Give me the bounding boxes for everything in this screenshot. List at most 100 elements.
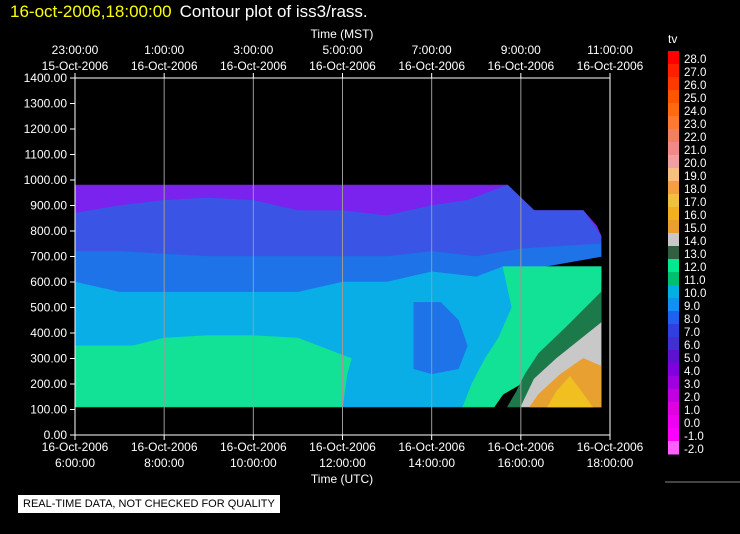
x-tick-label-top-time-1: 1:00:00 — [144, 43, 184, 57]
x-tick-label-top-time-0: 23:00:00 — [52, 43, 99, 57]
legend-swatch-10 — [668, 181, 679, 195]
x-tick-label-top-time-2: 3:00:00 — [233, 43, 273, 57]
x-tick-label-bottom-date-4: 16-Oct-2006 — [398, 440, 465, 454]
legend-swatch-11 — [668, 194, 679, 208]
x-axis-label-bottom: Time (UTC) — [311, 472, 373, 486]
legend-swatch-27 — [668, 402, 679, 416]
legend-swatch-8 — [668, 155, 679, 169]
x-tick-label-top-date-4: 16-Oct-2006 — [398, 59, 465, 73]
x-tick-label-bottom-time-4: 14:00:00 — [408, 456, 455, 470]
legend-label-27: 1.0 — [684, 405, 700, 417]
legend-swatch-24 — [668, 363, 679, 377]
legend-label-22: 6.0 — [684, 340, 700, 352]
y-tick-label-14: 0.00 — [44, 428, 68, 442]
legend-swatch-22 — [668, 337, 679, 351]
legend-label-12: 16.0 — [684, 210, 706, 222]
legend-swatch-18 — [668, 285, 679, 299]
legend-label-15: 13.0 — [684, 249, 706, 261]
legend-swatch-15 — [668, 246, 679, 260]
legend-label-28: 0.0 — [684, 418, 700, 430]
x-tick-label-bottom-date-6: 16-Oct-2006 — [577, 440, 644, 454]
legend-label-26: 2.0 — [684, 392, 700, 404]
legend-swatch-7 — [668, 142, 679, 156]
color-legend: 28.027.026.025.024.023.022.021.020.019.0… — [668, 51, 706, 456]
legend-swatch-12 — [668, 207, 679, 221]
legend-swatch-13 — [668, 220, 679, 234]
x-tick-label-top-date-3: 16-Oct-2006 — [309, 59, 376, 73]
x-tick-label-bottom-date-5: 16-Oct-2006 — [487, 440, 554, 454]
x-tick-label-top-date-0: 15-Oct-2006 — [42, 59, 109, 73]
legend-label-18: 10.0 — [684, 288, 706, 300]
y-tick-label-9: 500.00 — [30, 301, 67, 315]
y-tick-label-3: 1100.00 — [25, 148, 68, 162]
y-tick-label-10: 400.00 — [30, 326, 67, 340]
legend-label-3: 25.0 — [684, 93, 706, 105]
legend-label-13: 15.0 — [684, 223, 706, 235]
contour-regions — [74, 184, 602, 408]
legend-swatch-2 — [668, 77, 679, 91]
legend-label-20: 8.0 — [684, 314, 700, 326]
legend-swatch-19 — [668, 298, 679, 312]
legend-label-16: 12.0 — [684, 262, 706, 274]
legend-label-19: 9.0 — [684, 301, 700, 313]
legend-label-0: 28.0 — [684, 54, 706, 66]
legend-label-9: 19.0 — [684, 171, 706, 183]
legend-label-5: 23.0 — [684, 119, 706, 131]
y-tick-label-12: 200.00 — [30, 377, 67, 391]
legend-label-25: 3.0 — [684, 379, 700, 391]
legend-swatch-1 — [668, 64, 679, 78]
legend-label-14: 14.0 — [684, 236, 706, 248]
legend-swatch-4 — [668, 103, 679, 117]
title-text: Contour plot of iss3/rass. — [179, 2, 368, 21]
legend-swatch-5 — [668, 116, 679, 130]
x-tick-label-top-date-1: 16-Oct-2006 — [131, 59, 198, 73]
legend-swatch-28 — [668, 415, 679, 429]
title-datetime: 16-oct-2006,18:00:00 — [10, 2, 172, 21]
legend-swatch-21 — [668, 324, 679, 338]
x-tick-label-top-time-3: 5:00:00 — [322, 43, 362, 57]
legend-swatch-16 — [668, 259, 679, 273]
y-tick-label-5: 900.00 — [30, 199, 67, 213]
x-tick-label-bottom-time-3: 12:00:00 — [319, 456, 366, 470]
legend-swatch-29 — [668, 428, 679, 442]
x-tick-label-bottom-time-0: 6:00:00 — [55, 456, 95, 470]
x-tick-label-bottom-date-1: 16-Oct-2006 — [131, 440, 198, 454]
x-axis-label-top: Time (MST) — [311, 27, 374, 41]
axes: 16-Oct-2006 6:00:00 16-Oct-2006 8:00:00 16-O… — [24, 43, 644, 470]
y-tick-label-6: 800.00 — [30, 224, 67, 238]
chart-title: 16-oct-2006,18:00:00 Contour plot of iss3… — [10, 2, 368, 22]
legend-variable-label: tv — [668, 32, 677, 46]
y-tick-label-7: 700.00 — [30, 250, 67, 264]
legend-swatch-3 — [668, 90, 679, 104]
legend-label-1: 27.0 — [684, 67, 706, 79]
x-tick-label-top-date-5: 16-Oct-2006 — [487, 59, 554, 73]
legend-swatch-26 — [668, 389, 679, 403]
x-tick-label-top-date-2: 16-Oct-2006 — [220, 59, 287, 73]
y-tick-label-1: 1300.00 — [24, 97, 68, 111]
legend-label-17: 11.0 — [684, 275, 706, 287]
legend-swatch-17 — [668, 272, 679, 286]
legend-label-11: 17.0 — [684, 197, 706, 209]
contour-region-4 — [413, 302, 468, 375]
x-tick-label-top-time-6: 11:00:00 — [587, 43, 633, 57]
x-tick-label-bottom-date-2: 16-Oct-2006 — [220, 440, 287, 454]
x-tick-label-bottom-date-0: 16-Oct-2006 — [42, 440, 109, 454]
legend-label-10: 18.0 — [684, 184, 706, 196]
x-tick-label-bottom-time-2: 10:00:00 — [230, 456, 277, 470]
legend-label-6: 22.0 — [684, 132, 706, 144]
legend-swatch-14 — [668, 233, 679, 247]
legend-swatch-0 — [668, 51, 679, 65]
x-tick-label-top-time-4: 7:00:00 — [412, 43, 452, 57]
legend-swatch-30 — [668, 441, 679, 455]
y-tick-label-4: 1000.00 — [24, 173, 68, 187]
legend-label-21: 7.0 — [684, 327, 700, 339]
legend-label-24: 4.0 — [684, 366, 700, 378]
legend-swatch-23 — [668, 350, 679, 364]
contour-region-5 — [74, 335, 352, 408]
x-tick-label-bottom-time-6: 18:00:00 — [587, 456, 634, 470]
y-tick-label-8: 600.00 — [30, 275, 67, 289]
y-tick-label-0: 1400.00 — [24, 71, 68, 85]
quality-note: REAL-TIME DATA, NOT CHECKED FOR QUALITY — [18, 495, 280, 513]
x-tick-label-bottom-date-3: 16-Oct-2006 — [309, 440, 376, 454]
